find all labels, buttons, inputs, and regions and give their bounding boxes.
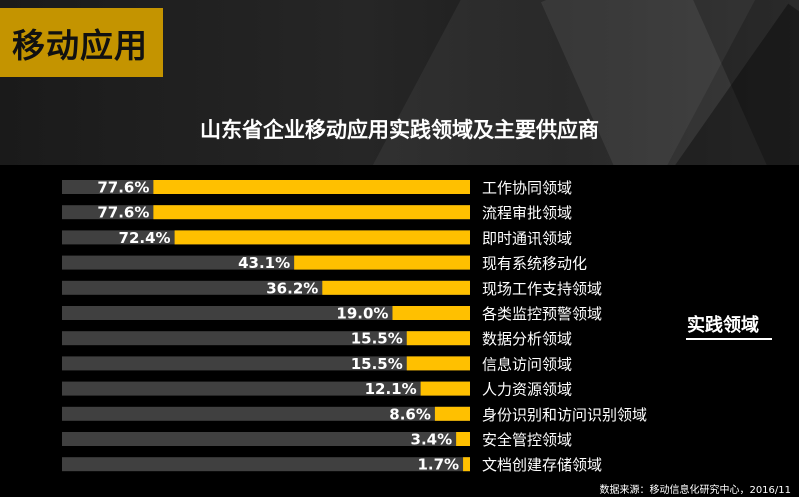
category-label: 身份识别和访问识别领域 — [482, 406, 647, 424]
category-label: 现有系统移动化 — [482, 255, 587, 273]
bar — [153, 205, 470, 220]
bar-track — [62, 457, 470, 472]
bar-value-label: 72.4% — [119, 229, 171, 247]
bar-value-label: 15.5% — [351, 330, 403, 348]
bar-value-label: 77.6% — [97, 179, 149, 197]
bar-track — [62, 356, 470, 371]
category-label: 文档创建存储领域 — [482, 456, 602, 474]
category-label: 即时通讯领域 — [482, 229, 572, 247]
source-note: 数据来源：移动信息化研究中心，2016/11 — [599, 485, 791, 496]
bar — [463, 457, 470, 472]
bar — [294, 255, 470, 270]
bar-track — [62, 432, 470, 446]
bar-value-label: 77.6% — [97, 204, 149, 222]
chart-title: 山东省企业移动应用实践领域及主要供应商 — [200, 118, 599, 142]
bar — [322, 280, 470, 295]
category-label: 信息访问领域 — [482, 355, 572, 373]
bar-track — [62, 306, 470, 320]
group-label: 实践领域 — [687, 315, 759, 336]
bar-value-label: 36.2% — [266, 279, 318, 297]
bar-track — [62, 331, 470, 346]
bar-value-label: 12.1% — [365, 380, 417, 398]
bar-value-label: 15.5% — [351, 355, 403, 373]
bar — [420, 381, 470, 396]
category-label: 现场工作支持领域 — [482, 280, 602, 298]
section-badge: 移动应用 — [0, 8, 163, 77]
bar — [392, 306, 470, 320]
bar — [406, 356, 470, 371]
bar-value-label: 8.6% — [389, 405, 431, 423]
bar-track — [62, 381, 470, 396]
bar-value-label: 43.1% — [238, 254, 290, 272]
category-label: 工作协同领域 — [482, 179, 572, 197]
category-label: 各类监控预警领域 — [482, 305, 602, 323]
category-label: 安全管控领域 — [482, 431, 572, 449]
category-label: 数据分析领域 — [482, 330, 572, 348]
category-label: 人力资源领域 — [482, 381, 572, 399]
bar-value-label: 1.7% — [417, 456, 459, 474]
bar-value-label: 3.4% — [411, 431, 453, 449]
bar — [406, 331, 470, 346]
bar — [174, 230, 470, 245]
group-label-underline — [686, 338, 772, 340]
bar — [434, 406, 470, 421]
bar — [153, 180, 470, 194]
bar-track — [62, 406, 470, 421]
bar-value-label: 19.0% — [336, 305, 388, 323]
category-label: 流程审批领域 — [482, 204, 572, 222]
bar — [456, 432, 470, 446]
